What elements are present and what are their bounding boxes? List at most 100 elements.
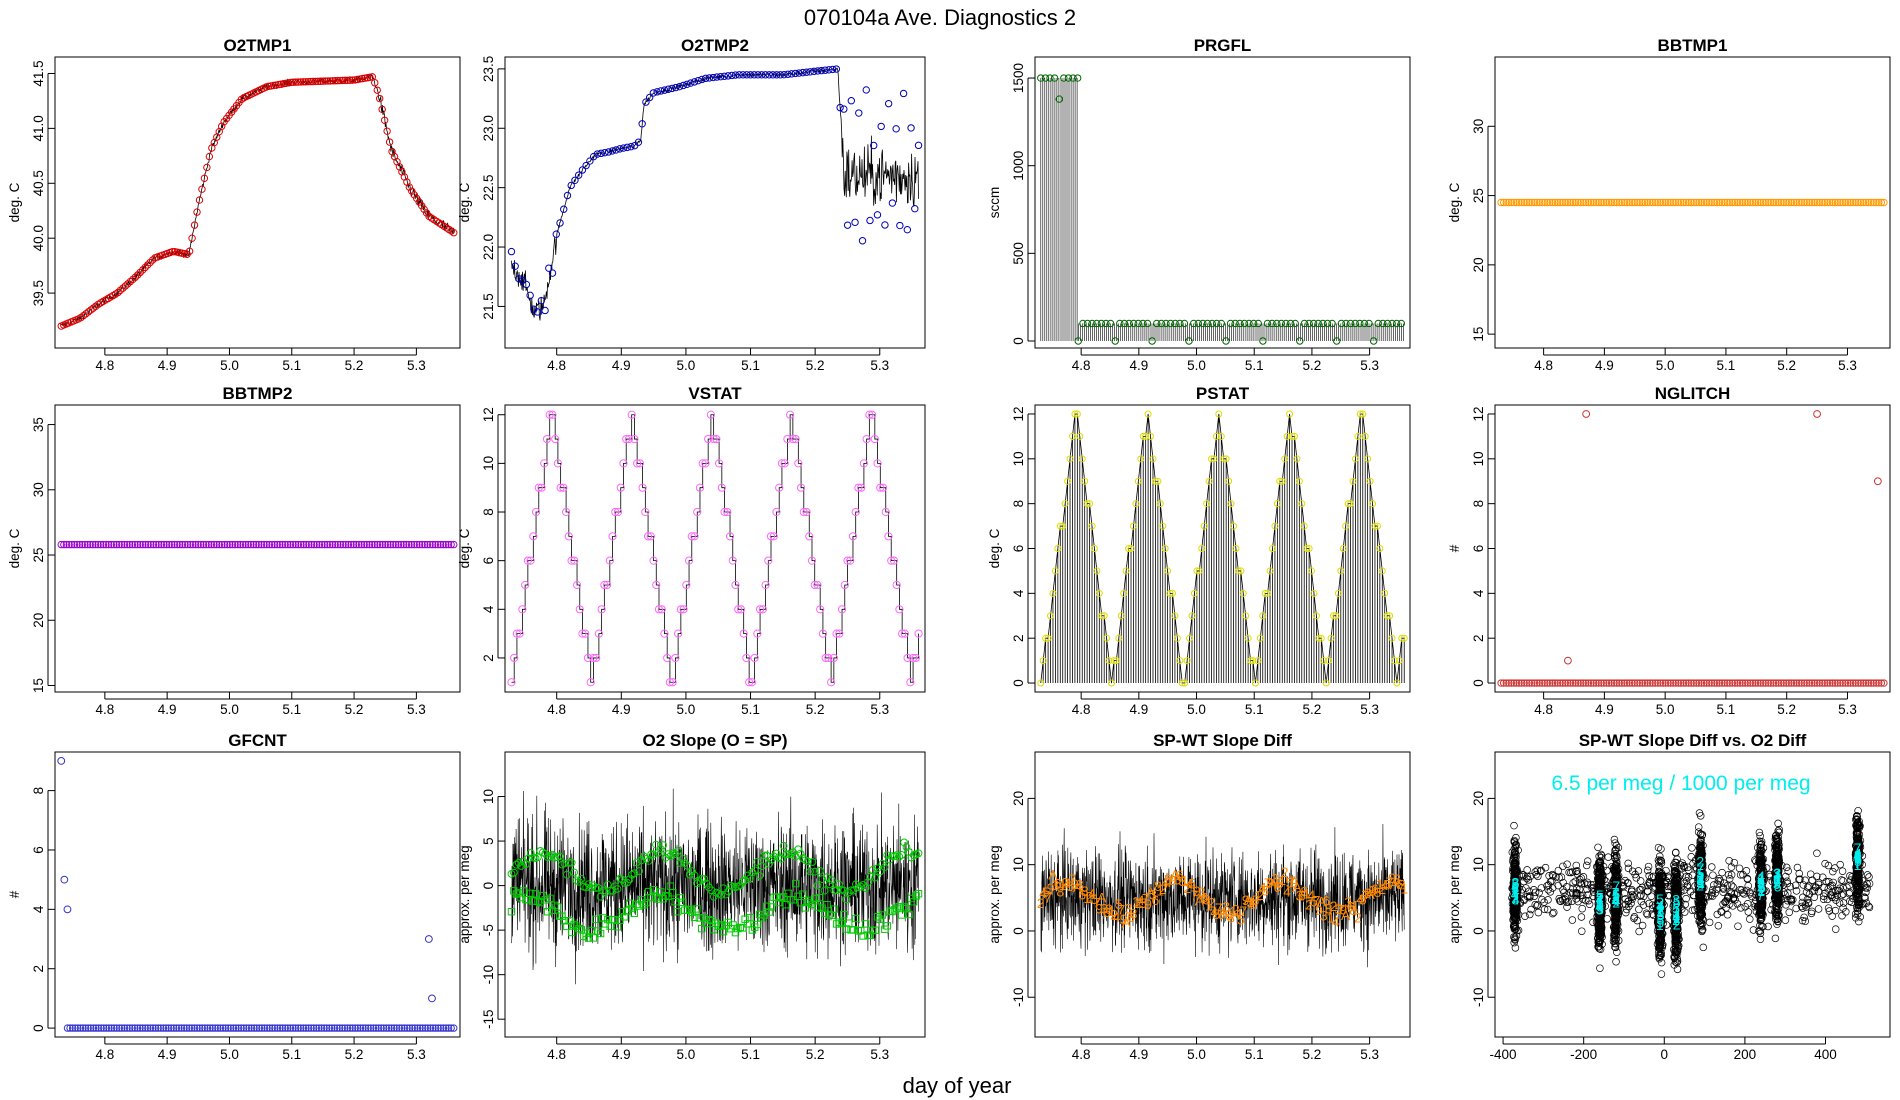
data-point [556, 219, 564, 227]
data-point [862, 86, 870, 94]
data-point [346, 76, 354, 84]
data-label: 7 [1044, 889, 1052, 905]
data-label: 2 [1086, 888, 1094, 904]
data-point [1615, 198, 1623, 207]
data-point [1337, 319, 1346, 328]
data-point [1600, 198, 1608, 207]
data-point [1612, 845, 1620, 853]
data-label: 6 [1322, 893, 1330, 909]
data-point [1597, 198, 1605, 207]
data-point [1620, 198, 1629, 207]
data-point [250, 1024, 258, 1032]
data-point [1102, 319, 1110, 328]
data-label: 5 [1286, 875, 1294, 891]
data-point [380, 116, 389, 124]
data-point [1862, 679, 1870, 687]
data-point [804, 898, 812, 907]
data-point [310, 1024, 318, 1032]
data-point [1648, 679, 1657, 687]
figure-title: 070104a Ave. Diagnostics 2 [804, 5, 1076, 30]
data-point [1069, 74, 1077, 82]
data-point [858, 237, 867, 245]
data-point [846, 556, 855, 565]
data-point [884, 532, 893, 541]
data-point [567, 858, 576, 867]
data-point [99, 540, 108, 549]
data-point [77, 313, 85, 322]
data-point [133, 540, 142, 549]
data-point [1805, 679, 1814, 687]
data-point [1785, 198, 1793, 207]
y-axis-label: deg. C [457, 528, 472, 568]
data-point [866, 931, 875, 939]
data-point [1695, 679, 1703, 687]
data-point [630, 909, 639, 917]
data-point [92, 1024, 100, 1032]
data-point [424, 1024, 432, 1032]
data-point [589, 881, 598, 890]
data-point [1592, 679, 1600, 687]
data-point [687, 79, 695, 87]
data-point [1515, 198, 1523, 207]
data-point [291, 1024, 300, 1032]
data-point [895, 605, 904, 614]
data-point [1641, 198, 1649, 207]
data-point [205, 152, 214, 161]
data-point [57, 757, 66, 765]
data-point [1625, 679, 1634, 687]
data-point [840, 580, 849, 590]
data-point [570, 920, 578, 929]
data-label: 7 [1069, 871, 1077, 887]
data-point [1718, 679, 1726, 687]
data-point [1239, 589, 1247, 597]
data-point [1129, 319, 1138, 328]
data-point [683, 861, 692, 870]
data-label: 9 [1242, 892, 1250, 908]
data-point [1810, 679, 1819, 687]
data-point [116, 286, 125, 294]
data-point [1782, 198, 1790, 207]
data-point [601, 888, 610, 897]
data-label: 5 [1139, 895, 1147, 911]
data-point [678, 854, 687, 863]
data-point [1327, 634, 1335, 642]
data-point [1697, 679, 1706, 687]
data-point [426, 1024, 435, 1032]
x-tick-label: 4.9 [158, 1047, 177, 1062]
data-point [278, 1024, 287, 1032]
data-point [578, 166, 587, 174]
data-point [1612, 935, 1620, 944]
y-tick-label: 15 [31, 678, 46, 693]
data-point [1139, 319, 1147, 328]
data-point [376, 94, 384, 103]
data-point [519, 887, 528, 895]
data-point [511, 262, 519, 270]
data-point [1546, 198, 1554, 207]
data-point [731, 580, 740, 590]
data-point [1371, 522, 1379, 530]
data-point [702, 879, 711, 888]
data-point [240, 1024, 248, 1032]
data-point [657, 605, 666, 614]
data-point [424, 935, 433, 943]
data-point [1741, 679, 1749, 687]
data-point [700, 914, 708, 922]
data-point [553, 903, 561, 911]
data-point [1226, 319, 1235, 328]
data-point [431, 540, 440, 549]
data-point [120, 540, 129, 549]
data-point [302, 540, 310, 549]
data-point [515, 275, 523, 283]
data-point [1756, 832, 1764, 840]
y-tick-label: 2 [481, 654, 496, 662]
data-point [294, 78, 302, 86]
data-point [813, 903, 822, 911]
x-tick-label: 4.8 [1072, 702, 1091, 717]
data-point [1116, 319, 1124, 328]
data-label: A [1121, 915, 1131, 931]
data-point [1283, 432, 1291, 440]
data-point [324, 77, 332, 85]
data-point [78, 540, 87, 549]
data-point [304, 77, 312, 86]
